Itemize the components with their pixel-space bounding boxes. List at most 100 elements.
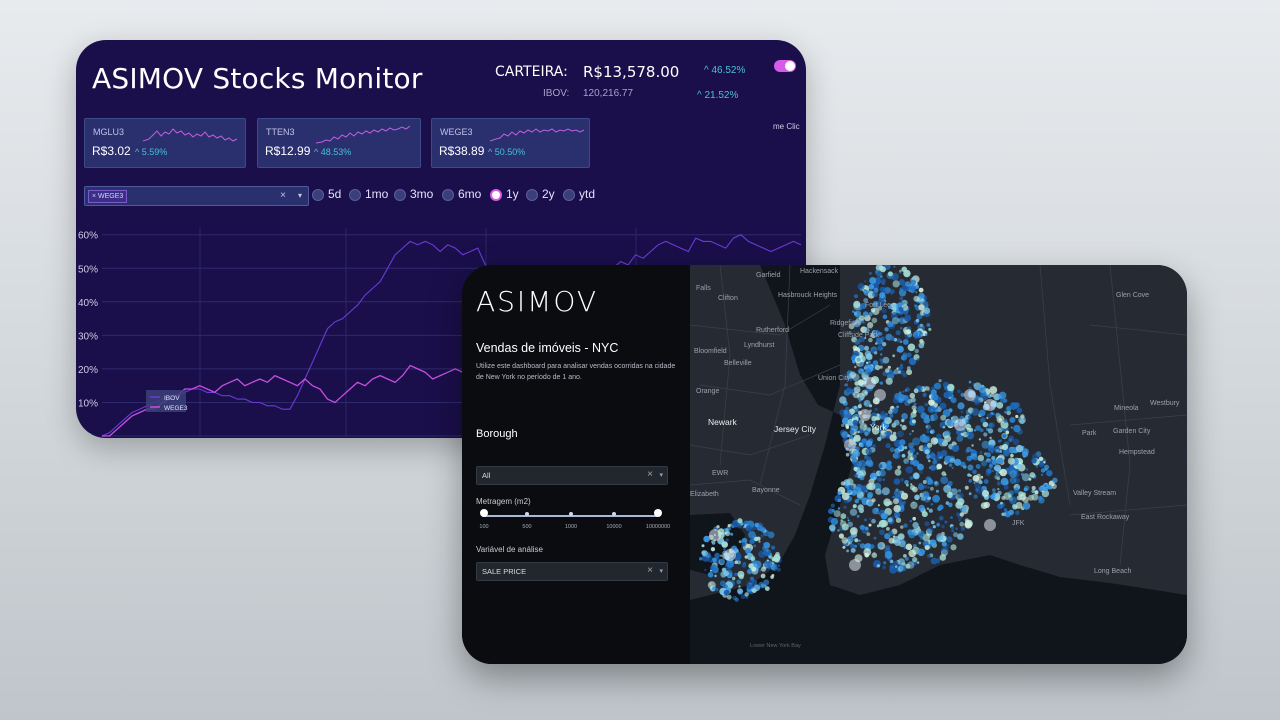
sale-point	[852, 415, 856, 419]
radio-icon[interactable]	[526, 189, 538, 201]
sale-point	[940, 414, 947, 421]
sale-point	[714, 574, 717, 578]
sale-point	[867, 322, 874, 329]
radio-icon[interactable]	[563, 189, 575, 201]
sale-point	[737, 518, 743, 524]
sale-point	[893, 369, 899, 375]
sale-point	[887, 517, 893, 523]
ticker-card-mglu3[interactable]: MGLU3 R$3.02 ^ 5.59%	[84, 118, 246, 168]
sale-point-large	[964, 389, 976, 401]
sale-point	[897, 533, 905, 540]
sale-point	[845, 377, 849, 381]
sale-point	[900, 478, 904, 482]
sale-point	[892, 495, 896, 499]
sale-point	[912, 486, 918, 493]
sale-point	[892, 431, 897, 436]
sale-point	[906, 329, 912, 335]
sale-point	[753, 544, 757, 548]
chevron-down-icon[interactable]: ▾	[659, 472, 663, 479]
sale-point	[841, 537, 849, 544]
ticker-card-tten3[interactable]: TTEN3 R$12.99 ^ 48.53%	[257, 118, 421, 168]
clear-icon[interactable]: ×	[647, 469, 653, 480]
variable-dropdown[interactable]: SALE PRICE × ▾	[476, 562, 668, 581]
period-label: 5d	[328, 187, 342, 201]
sale-point	[921, 491, 930, 499]
ticker-select[interactable]: × WEGE3 × ▾	[84, 186, 309, 206]
period-label: 1mo	[365, 187, 389, 201]
radio-icon[interactable]	[442, 189, 454, 201]
sale-point	[710, 547, 715, 552]
variable-value: SALE PRICE	[482, 567, 527, 576]
sale-point	[874, 364, 881, 371]
sale-point	[994, 448, 997, 452]
sale-point	[916, 561, 920, 564]
sale-point	[920, 412, 928, 419]
sale-point	[853, 434, 861, 442]
sale-point	[968, 492, 972, 496]
slider-handle-min[interactable]	[480, 509, 488, 517]
sale-point	[861, 368, 864, 372]
sale-point-large	[849, 559, 861, 571]
sale-point	[908, 442, 914, 449]
selected-ticker-chip[interactable]: × WEGE3	[88, 190, 128, 203]
sale-point	[995, 412, 1000, 417]
sale-point	[977, 454, 985, 462]
sale-point	[833, 510, 841, 518]
radio-icon[interactable]	[394, 189, 406, 201]
sale-point	[950, 516, 953, 519]
sale-point	[888, 305, 892, 310]
sale-point	[900, 525, 904, 529]
sale-point	[999, 445, 1004, 450]
map-label: Jersey City	[774, 424, 817, 434]
slider-handle-max[interactable]	[654, 509, 662, 517]
sale-point	[720, 581, 726, 587]
sale-point	[901, 266, 907, 273]
sale-point	[955, 527, 958, 530]
theme-toggle[interactable]	[774, 60, 796, 72]
sale-point	[878, 463, 883, 468]
sale-point	[847, 521, 853, 528]
radio-icon[interactable]	[349, 189, 361, 201]
sale-point	[915, 291, 918, 294]
chevron-down-icon[interactable]: ▾	[659, 568, 663, 575]
sale-point	[950, 397, 957, 404]
sale-point	[936, 533, 944, 541]
sale-point	[982, 421, 989, 428]
sale-point	[846, 549, 849, 553]
clear-icon[interactable]: ×	[647, 565, 653, 576]
sale-point	[972, 469, 977, 475]
map-label: Cliffside Park	[838, 332, 880, 339]
sale-point	[927, 554, 931, 558]
slider-tick-label: 100	[479, 524, 489, 530]
sale-point	[985, 471, 991, 477]
nyc-sales-map[interactable]: Garfield Hackensack Clifton Hasbrouck Heigh…	[690, 265, 1187, 664]
chevron-down-icon[interactable]: ▾	[297, 191, 302, 200]
map-label: Bloomfield	[694, 348, 727, 355]
sale-point	[924, 402, 929, 407]
radio-icon[interactable]	[312, 189, 324, 201]
radio-selected-icon[interactable]	[490, 189, 502, 201]
sale-point	[895, 517, 902, 523]
sale-point	[889, 434, 897, 442]
sale-point	[968, 380, 972, 384]
sale-point	[922, 392, 927, 397]
sale-point	[940, 449, 948, 457]
sale-point	[998, 394, 1003, 399]
metragem-slider-track[interactable]	[484, 515, 658, 517]
sale-point	[954, 458, 962, 466]
sale-point	[967, 415, 972, 420]
ticker-card-wege3[interactable]: WEGE3 R$38.89 ^ 50.50%	[431, 118, 590, 168]
sale-point	[981, 460, 987, 467]
sidebar: ASIMOV Vendas de imóveis - NYC Utilize e…	[462, 265, 690, 664]
y-tick-label: 30%	[78, 331, 98, 342]
borough-dropdown[interactable]: All × ▾	[476, 466, 668, 485]
sale-point	[964, 485, 969, 490]
sale-point	[909, 460, 915, 465]
sale-point	[979, 450, 983, 455]
sale-point	[869, 277, 877, 284]
borough-value: All	[482, 471, 491, 480]
clear-icon[interactable]: ×	[280, 190, 286, 201]
sale-point	[936, 467, 939, 470]
sale-point	[1022, 451, 1029, 458]
ticker-change: ^ 50.50%	[488, 147, 526, 157]
